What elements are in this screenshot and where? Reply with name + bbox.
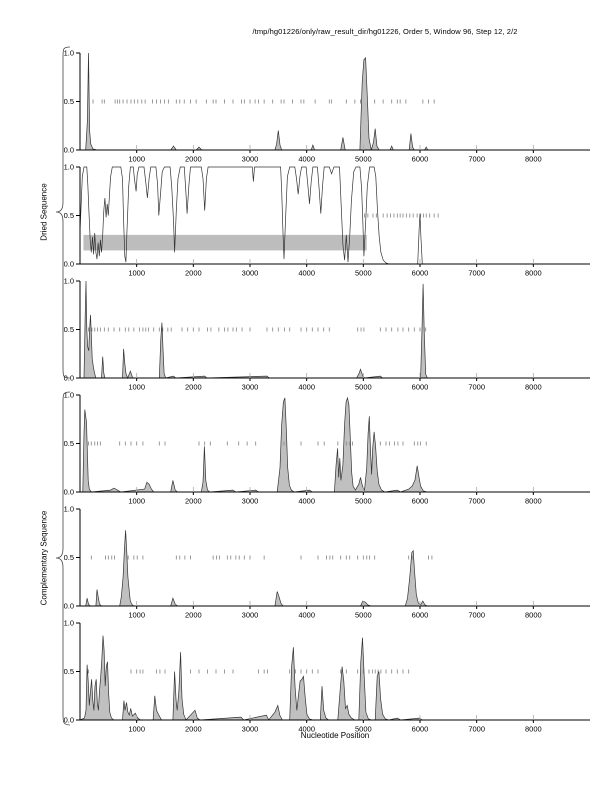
x-tick-label: 1000	[128, 725, 145, 734]
x-tick-label: 1000	[128, 269, 145, 278]
x-tick-label: 3000	[242, 269, 259, 278]
x-tick-label: 8000	[525, 383, 542, 392]
highlight-band	[83, 234, 367, 251]
trace-line	[79, 166, 590, 265]
x-tick-label: 8000	[525, 269, 542, 278]
x-tick-label: 2000	[185, 611, 202, 620]
x-tick-label: 3000	[242, 725, 259, 734]
x-tick-label: 5000	[355, 611, 372, 620]
dried-group-brace	[55, 46, 71, 379]
x-tick-label: 7000	[468, 155, 485, 164]
y-tick-label: 0.5	[64, 211, 74, 220]
x-tick-label: 8000	[525, 725, 542, 734]
x-tick-label: 5000	[355, 269, 372, 278]
y-tick-label: 0.0	[64, 260, 74, 269]
y-tick-label: 0.0	[64, 488, 74, 497]
x-tick-label: 6000	[412, 155, 429, 164]
x-tick-label: 6000	[412, 497, 429, 506]
panel-4-plot: 0.0 0.5 1.0 1000 2000 3000 4000 5000 6000 7000 800…	[64, 391, 590, 506]
y-tick-label: 1.0	[64, 391, 74, 400]
trace-line	[79, 635, 590, 721]
x-tick-label: 5000	[355, 725, 372, 734]
y-tick-label: 1.0	[64, 49, 74, 58]
panel-6-plot: 0.0 0.5 1.0 1000 2000 3000 4000 5000 6000 7000 800…	[64, 619, 590, 734]
group-label-complementary-sequence: Complementary Sequence	[39, 510, 49, 606]
x-tick-label: 7000	[468, 383, 485, 392]
x-tick-label: 4000	[298, 611, 315, 620]
y-tick-label: 1.0	[64, 277, 74, 286]
x-tick-label: 2000	[185, 269, 202, 278]
y-tick-label: 1.0	[64, 505, 74, 514]
x-tick-label: 6000	[412, 269, 429, 278]
x-tick-label: 4000	[298, 497, 315, 506]
y-tick-label: 1.0	[64, 163, 74, 172]
y-tick-label: 0.0	[64, 716, 74, 725]
panel-1-plot: 0.0 0.5 1.0 1000 2000 3000 4000 5000 6000 7000 800…	[64, 49, 590, 164]
y-tick-label: 0.0	[64, 602, 74, 611]
x-tick-label: 5000	[355, 383, 372, 392]
x-tick-label: 3000	[242, 155, 259, 164]
x-tick-label: 8000	[525, 155, 542, 164]
x-tick-label: 4000	[298, 155, 315, 164]
panel-2-plot: 0.0 0.5 1.0 1000 2000 3000 4000 5000 6000 7000 800…	[64, 163, 590, 278]
x-tick-label: 5000	[355, 155, 372, 164]
y-tick-label: 0.5	[64, 325, 74, 334]
figure-title: /tmp/hg01226/only/raw_result_dir/hg01226…	[252, 27, 518, 36]
x-tick-label: 8000	[525, 497, 542, 506]
x-tick-label: 6000	[412, 383, 429, 392]
trace-fill	[80, 530, 590, 606]
group-label-dried-sequence: Dried Sequence	[39, 183, 49, 241]
x-axis-label: Nucleotide Position	[300, 731, 370, 740]
x-tick-label: 4000	[298, 269, 315, 278]
x-tick-label: 2000	[185, 497, 202, 506]
x-tick-label: 3000	[242, 383, 259, 392]
panel-5-plot: 0.0 0.5 1.0 1000 2000 3000 4000 5000 6000 7000 800…	[64, 505, 590, 620]
trace-fill	[80, 281, 590, 378]
y-tick-label: 0.5	[64, 667, 74, 676]
x-tick-label: 7000	[468, 497, 485, 506]
x-tick-label: 1000	[128, 497, 145, 506]
y-tick-label: 0.5	[64, 97, 74, 106]
x-tick-label: 5000	[355, 497, 372, 506]
x-tick-label: 7000	[468, 611, 485, 620]
trace-fill	[80, 635, 590, 720]
y-tick-label: 0.5	[64, 553, 74, 562]
y-tick-label: 0.0	[64, 146, 74, 155]
trace-line	[80, 396, 590, 493]
x-tick-label: 1000	[128, 383, 145, 392]
y-tick-label: 1.0	[64, 619, 74, 628]
x-tick-label: 7000	[468, 269, 485, 278]
trace-line	[80, 530, 590, 607]
x-tick-label: 6000	[412, 725, 429, 734]
x-tick-label: 8000	[525, 611, 542, 620]
x-tick-label: 2000	[185, 155, 202, 164]
x-tick-label: 2000	[185, 725, 202, 734]
complementary-group-brace	[55, 391, 71, 726]
trace-line	[80, 280, 590, 379]
y-tick-label: 0.5	[64, 439, 74, 448]
x-tick-label: 3000	[242, 611, 259, 620]
x-tick-label: 1000	[128, 155, 145, 164]
x-tick-label: 6000	[412, 611, 429, 620]
x-tick-label: 1000	[128, 611, 145, 620]
x-tick-label: 2000	[185, 383, 202, 392]
x-tick-label: 3000	[242, 497, 259, 506]
group-braces	[55, 46, 71, 726]
x-tick-label: 7000	[468, 725, 485, 734]
x-tick-label: 4000	[298, 383, 315, 392]
x-tick-label: 4000	[298, 725, 315, 734]
